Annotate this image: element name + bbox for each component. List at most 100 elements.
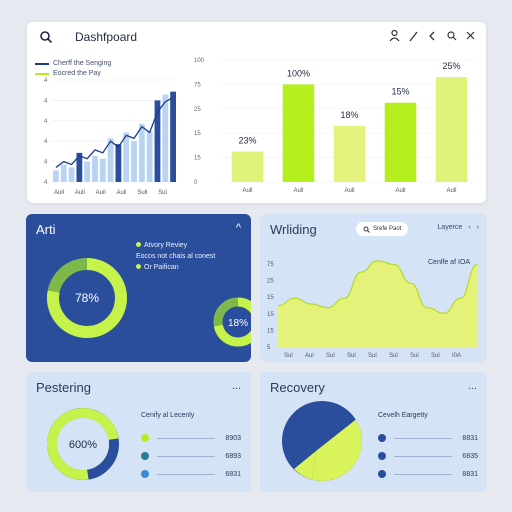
divider (157, 437, 215, 439)
list-item[interactable]: 6831 (141, 465, 241, 483)
line-series (55, 96, 174, 168)
y-tick-label: 4 (44, 78, 48, 84)
donut-hole (60, 271, 114, 325)
y-tick-label: 4 (44, 180, 48, 186)
edit-icon[interactable] (408, 29, 419, 43)
search-icon (363, 226, 370, 233)
x-tick-label: Sul (284, 353, 293, 359)
bar (92, 155, 98, 182)
user-icon[interactable] (389, 29, 400, 43)
close-icon[interactable] (465, 29, 476, 43)
more-options-icon[interactable]: ... (467, 380, 477, 392)
bar (123, 132, 130, 182)
donut-label: 600% (69, 439, 97, 451)
x-tick-label: Sul (326, 353, 335, 359)
x-tick-label: Sul (410, 353, 419, 359)
list-item[interactable]: 8831 (378, 465, 478, 483)
legend-item: Eocos not chais al conest (136, 253, 216, 260)
chevron-left-icon[interactable]: ‹ (468, 224, 471, 231)
x-tick-label: Sul (389, 353, 398, 359)
list-value: 6835 (462, 452, 478, 460)
x-tick-label: Auil (96, 190, 106, 196)
list-value: 8903 (225, 434, 241, 442)
donut-small-arc (213, 297, 251, 347)
recovery-pie-chart (282, 401, 362, 481)
back-icon[interactable] (427, 29, 438, 43)
list-item[interactable]: 6893 (141, 447, 241, 465)
legend-swatch (35, 73, 49, 75)
y-tick-label: 0 (194, 180, 198, 186)
bar (170, 91, 176, 182)
list-rows: 8903 6893 6831 (141, 429, 241, 483)
chevron-right-icon[interactable]: › (476, 224, 479, 231)
legend-label: Eocred the Pay (53, 70, 101, 77)
y-tick-label: 75 (194, 82, 201, 88)
bar (162, 94, 169, 182)
list-item[interactable]: 8831 (378, 429, 478, 447)
x-tick-label: Aull (446, 188, 456, 194)
mini-chart-legend: Cherff the Senging Eocred the Pay (35, 59, 111, 79)
pestering-panel: Pestering ... 600% Cenify al Lecenly 890… (26, 372, 251, 492)
wrliding-area-chart: 75 25 15 15 15 5 Cenlfe af IOA Sul Aul Sul Sul Sul S… (267, 259, 478, 359)
donut-arc (47, 408, 119, 480)
bar (384, 102, 417, 182)
y-tick-label: 15 (194, 131, 201, 137)
legend-label: Cherff the Senging (53, 60, 112, 67)
y-tick-label: 100 (194, 58, 205, 64)
list-item[interactable]: 6835 (378, 447, 478, 465)
y-tick-label: 25 (194, 107, 201, 113)
data-label: 15% (391, 87, 409, 97)
donut-hole (57, 418, 109, 470)
divider (157, 473, 215, 475)
y-tick-label: 25 (267, 279, 274, 285)
x-tick-label: Aull (293, 188, 303, 194)
donut-small-hole (223, 307, 251, 337)
donut-label: 78% (75, 291, 99, 305)
list-value: 8831 (462, 470, 478, 478)
list-title: Cevelh Eargetty (378, 412, 428, 419)
x-tick-label: Aull (75, 190, 85, 196)
area-fill (278, 260, 477, 347)
y-tick-label: 15 (194, 156, 201, 162)
search-icon[interactable] (446, 29, 457, 43)
dashboard-card: Dashfpoard Cherff the Senging Eocred the… (27, 22, 486, 203)
recovery-panel: Recovery ... Cevelh Eargetty 8831 6835 883… (260, 372, 487, 492)
bar (76, 152, 83, 182)
collapse-icon[interactable]: ^ (235, 222, 241, 234)
page-title: Dashfpoard (75, 30, 138, 44)
bar (138, 123, 145, 182)
data-label: 23% (238, 136, 256, 146)
x-tick-label: Sul (368, 353, 377, 359)
arti-panel: Arti ^ Atvory Reviey Eocos not chais al … (26, 214, 251, 362)
arti-donut-charts: 78%78%18% (47, 258, 251, 347)
pestering-donut-chart: 600% (47, 408, 119, 480)
list-rows: 8831 6835 8831 (378, 429, 478, 483)
layer-label[interactable]: Layerce (437, 224, 463, 231)
bar (154, 100, 161, 182)
x-tick-label: Sul (431, 353, 440, 359)
x-tick-label: Aull (344, 188, 354, 194)
x-tick-label: Aull (395, 188, 405, 194)
more-options-icon[interactable]: ... (231, 380, 241, 392)
recovery-list: Cevelh Eargetty 8831 6835 8831 (378, 412, 478, 483)
search-icon[interactable] (39, 30, 53, 44)
list-value: 6893 (225, 452, 241, 460)
series-label: Cenlfe af IOA (428, 259, 470, 266)
list-title: Cenify al Lecenly (141, 412, 195, 419)
y-tick-label: 15 (267, 312, 274, 318)
panel-title: Wrliding (270, 222, 317, 237)
bar (60, 164, 67, 182)
bar (282, 84, 315, 182)
y-tick-label: 15 (267, 328, 274, 334)
list-item[interactable]: 8903 (141, 429, 241, 447)
y-tick-label: 4 (44, 160, 48, 166)
bar (99, 158, 106, 182)
bar (107, 138, 114, 182)
bar (333, 125, 366, 182)
status-dot (141, 470, 149, 478)
panel-title: Recovery (270, 380, 325, 395)
search-chip[interactable]: Srefe Paot (356, 222, 409, 236)
divider (157, 455, 215, 457)
y-tick-label: 4 (44, 98, 48, 104)
y-tick-label: 4 (44, 139, 48, 145)
